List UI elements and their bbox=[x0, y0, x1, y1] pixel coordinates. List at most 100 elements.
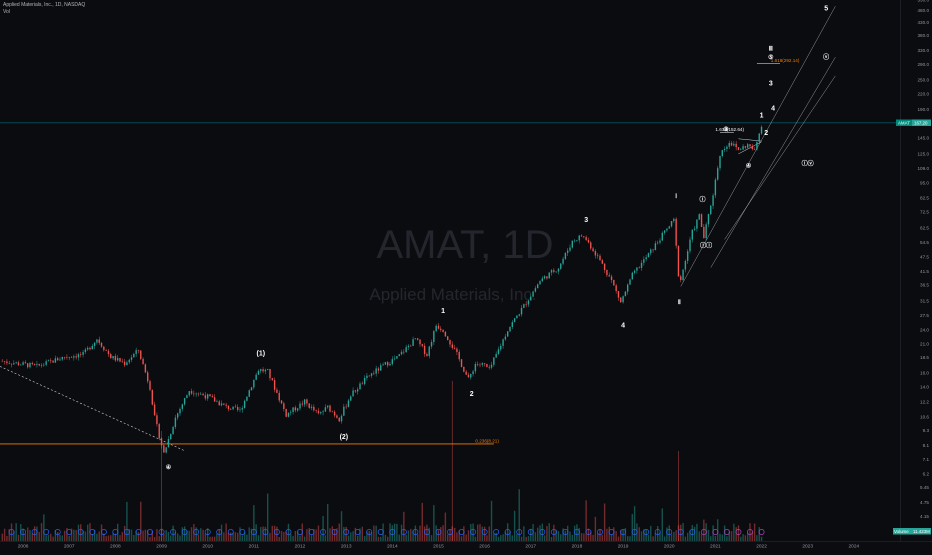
candle bbox=[534, 288, 537, 292]
y-tick-label: 190.0 bbox=[918, 107, 930, 112]
candle bbox=[264, 369, 267, 372]
candle bbox=[599, 255, 601, 261]
candle bbox=[308, 403, 310, 408]
y-tick-label: 47.5 bbox=[920, 255, 929, 260]
fib-label-upper: 1.618(152.64) bbox=[715, 127, 744, 132]
volume-bar bbox=[68, 535, 70, 541]
volume-bar bbox=[306, 529, 308, 541]
volume-bar bbox=[601, 534, 604, 541]
volume-bar bbox=[407, 530, 410, 541]
candle bbox=[400, 351, 403, 355]
candle bbox=[68, 356, 70, 358]
volume-bar bbox=[326, 504, 329, 541]
volume-bar bbox=[299, 535, 301, 541]
volume-bar bbox=[675, 530, 677, 541]
candle bbox=[206, 394, 209, 399]
candle bbox=[151, 389, 154, 405]
volume-bar bbox=[396, 523, 398, 541]
earnings-marker bbox=[470, 529, 477, 535]
volume-bar bbox=[313, 529, 315, 541]
candle bbox=[43, 364, 45, 366]
earnings-marker bbox=[689, 529, 696, 535]
volume-bar bbox=[202, 529, 204, 541]
symbol-header[interactable]: Applied Materials, Inc., 1D, NASDAQ bbox=[3, 2, 86, 8]
volume-bar bbox=[384, 534, 387, 541]
candle bbox=[460, 359, 463, 367]
candle bbox=[375, 368, 377, 374]
volume-bar bbox=[29, 530, 31, 541]
wave-label: (1) bbox=[256, 351, 265, 358]
candle bbox=[673, 218, 675, 222]
volume-bar bbox=[6, 535, 8, 541]
wave-label: (2) bbox=[340, 434, 349, 441]
volume-bar bbox=[585, 500, 587, 541]
candle bbox=[481, 363, 484, 365]
earnings-marker bbox=[20, 529, 27, 535]
volume-bar bbox=[303, 536, 306, 541]
candle bbox=[527, 300, 530, 305]
volume-bar bbox=[617, 536, 620, 541]
volume-bar bbox=[204, 533, 207, 541]
volume-bar bbox=[47, 534, 50, 541]
volume-bar bbox=[546, 525, 548, 541]
volume-bar bbox=[264, 526, 267, 541]
y-tick-label: 12.2 bbox=[920, 399, 929, 404]
earnings-marker bbox=[66, 529, 73, 535]
candle bbox=[144, 364, 147, 373]
y-tick-label: 36.5 bbox=[920, 283, 929, 288]
volume-bar bbox=[650, 525, 652, 541]
volume-bar bbox=[513, 510, 516, 541]
trend-line-dashed bbox=[0, 366, 185, 452]
candle bbox=[423, 345, 426, 355]
y-tick-label: 430.0 bbox=[918, 20, 930, 25]
volume-bar bbox=[691, 525, 694, 541]
candle bbox=[329, 405, 331, 412]
x-tick-label: 2012 bbox=[295, 544, 306, 550]
volume-bar bbox=[114, 533, 117, 541]
volume-bar bbox=[645, 529, 647, 541]
volume-bar bbox=[749, 523, 751, 541]
candle bbox=[142, 358, 144, 365]
candle bbox=[560, 263, 562, 269]
y-tick-label: 24.0 bbox=[920, 327, 929, 332]
volume-bar bbox=[158, 536, 160, 541]
watermark: AMAT, 1D Applied Materials, Inc. bbox=[369, 223, 553, 304]
price-candles bbox=[1, 125, 763, 454]
candle bbox=[444, 331, 447, 337]
channel-line bbox=[680, 6, 836, 287]
candle bbox=[33, 363, 36, 365]
volume-bar bbox=[140, 501, 142, 541]
volume-indicator-label[interactable]: Vol bbox=[3, 9, 10, 15]
candle bbox=[183, 398, 186, 405]
y-tick-label: 8.1 bbox=[923, 443, 930, 448]
volume-bar bbox=[93, 529, 96, 541]
candle bbox=[488, 366, 490, 368]
x-tick-label: 2024 bbox=[849, 544, 860, 550]
volume-bar bbox=[474, 536, 477, 541]
candle bbox=[555, 271, 557, 273]
volume-bar bbox=[758, 527, 760, 541]
y-tick-label: 250.0 bbox=[918, 78, 930, 83]
volume-bar bbox=[146, 530, 149, 541]
volume-bar bbox=[509, 531, 511, 541]
candle bbox=[73, 356, 75, 358]
earnings-marker bbox=[239, 529, 246, 535]
candle bbox=[140, 350, 142, 359]
candle bbox=[172, 427, 174, 434]
volume-bar bbox=[253, 505, 255, 541]
volume-spike bbox=[451, 381, 453, 541]
candle bbox=[359, 383, 361, 390]
candle bbox=[513, 318, 516, 323]
candle bbox=[356, 389, 359, 392]
candle bbox=[631, 272, 634, 280]
volume-bar bbox=[190, 527, 193, 541]
volume-spike bbox=[161, 431, 162, 541]
candle bbox=[682, 269, 684, 281]
candle bbox=[167, 439, 170, 448]
earnings-marker bbox=[308, 529, 315, 535]
volume-bar bbox=[668, 525, 670, 541]
candle bbox=[398, 354, 400, 357]
candle bbox=[350, 396, 352, 401]
